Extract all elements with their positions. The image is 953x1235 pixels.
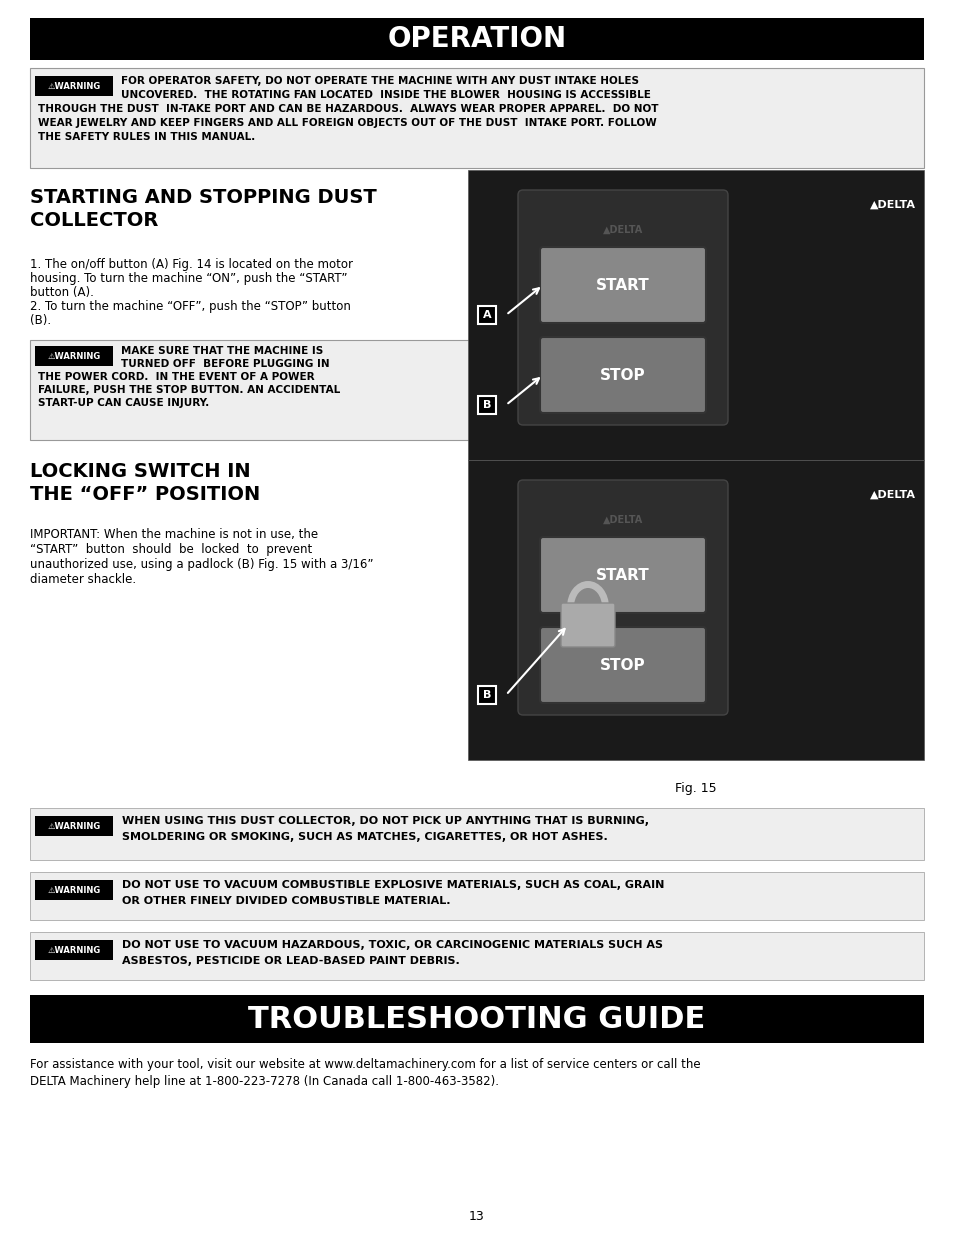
- Text: ⚠WARNING: ⚠WARNING: [48, 946, 100, 955]
- Text: DO NOT USE TO VACUUM HAZARDOUS, TOXIC, OR CARCINOGENIC MATERIALS SUCH AS: DO NOT USE TO VACUUM HAZARDOUS, TOXIC, O…: [122, 940, 662, 950]
- Text: START-UP CAN CAUSE INJURY.: START-UP CAN CAUSE INJURY.: [38, 398, 209, 408]
- Text: STOP: STOP: [599, 657, 645, 673]
- Bar: [35, 77, 112, 96]
- Text: housing. To turn the machine “ON”, push the “START”: housing. To turn the machine “ON”, push …: [30, 272, 347, 285]
- Text: START: START: [596, 278, 649, 293]
- FancyBboxPatch shape: [517, 480, 727, 715]
- Bar: [477, 396, 496, 414]
- Text: SMOLDERING OR SMOKING, SUCH AS MATCHES, CIGARETTES, OR HOT ASHES.: SMOLDERING OR SMOKING, SUCH AS MATCHES, …: [122, 832, 607, 842]
- Text: OR OTHER FINELY DIVIDED COMBUSTIBLE MATERIAL.: OR OTHER FINELY DIVIDED COMBUSTIBLE MATE…: [122, 897, 450, 906]
- Text: B: B: [482, 400, 491, 410]
- FancyBboxPatch shape: [560, 603, 615, 647]
- Bar: [477, 306, 496, 324]
- Text: STOP: STOP: [599, 368, 645, 383]
- FancyBboxPatch shape: [539, 247, 705, 324]
- Bar: [30, 872, 923, 920]
- Text: WEAR JEWELRY AND KEEP FINGERS AND ALL FOREIGN OBJECTS OUT OF THE DUST  INTAKE PO: WEAR JEWELRY AND KEEP FINGERS AND ALL FO…: [38, 119, 656, 128]
- Text: UNCOVERED.  THE ROTATING FAN LOCATED  INSIDE THE BLOWER  HOUSING IS ACCESSIBLE: UNCOVERED. THE ROTATING FAN LOCATED INSI…: [121, 90, 650, 100]
- Text: (B).: (B).: [30, 314, 51, 327]
- Text: 1. The on/off button (A) Fig. 14 is located on the motor: 1. The on/off button (A) Fig. 14 is loca…: [30, 258, 353, 270]
- Text: ⚠WARNING: ⚠WARNING: [48, 352, 100, 361]
- Text: Fig. 14: Fig. 14: [675, 482, 716, 495]
- Text: Fig. 15: Fig. 15: [675, 782, 716, 795]
- Text: ▲DELTA: ▲DELTA: [869, 490, 915, 500]
- Text: unauthorized use, using a padlock (B) Fig. 15 with a 3/16”: unauthorized use, using a padlock (B) Fi…: [30, 558, 374, 571]
- Text: IMPORTANT: When the machine is not in use, the: IMPORTANT: When the machine is not in us…: [30, 529, 317, 541]
- Text: 2. To turn the machine “OFF”, push the “STOP” button: 2. To turn the machine “OFF”, push the “…: [30, 300, 351, 312]
- Text: A: A: [482, 310, 491, 320]
- FancyBboxPatch shape: [517, 190, 727, 425]
- Bar: [35, 881, 112, 900]
- Text: START: START: [596, 568, 649, 583]
- Text: ▲DELTA: ▲DELTA: [602, 225, 642, 235]
- Text: THE SAFETY RULES IN THIS MANUAL.: THE SAFETY RULES IN THIS MANUAL.: [38, 132, 255, 142]
- Text: LOCKING SWITCH IN
THE “OFF” POSITION: LOCKING SWITCH IN THE “OFF” POSITION: [30, 462, 260, 504]
- FancyBboxPatch shape: [539, 537, 705, 613]
- Text: WHEN USING THIS DUST COLLECTOR, DO NOT PICK UP ANYTHING THAT IS BURNING,: WHEN USING THIS DUST COLLECTOR, DO NOT P…: [122, 816, 648, 826]
- Text: STARTING AND STOPPING DUST
COLLECTOR: STARTING AND STOPPING DUST COLLECTOR: [30, 188, 376, 230]
- Text: diameter shackle.: diameter shackle.: [30, 573, 136, 585]
- Text: ▲DELTA: ▲DELTA: [869, 200, 915, 210]
- Text: MAKE SURE THAT THE MACHINE IS: MAKE SURE THAT THE MACHINE IS: [121, 346, 323, 356]
- Text: “START”  button  should  be  locked  to  prevent: “START” button should be locked to preve…: [30, 543, 312, 556]
- Text: ▲DELTA: ▲DELTA: [602, 515, 642, 525]
- Bar: [35, 346, 112, 366]
- Text: button (A).: button (A).: [30, 287, 93, 299]
- Bar: [30, 932, 923, 981]
- Text: ⚠WARNING: ⚠WARNING: [48, 82, 100, 90]
- Text: DELTA Machinery help line at 1-800-223-7278 (In Canada call 1-800-463-3582).: DELTA Machinery help line at 1-800-223-7…: [30, 1074, 498, 1088]
- Bar: [30, 340, 479, 440]
- Bar: [477, 685, 496, 704]
- Text: DO NOT USE TO VACUUM COMBUSTIBLE EXPLOSIVE MATERIALS, SUCH AS COAL, GRAIN: DO NOT USE TO VACUUM COMBUSTIBLE EXPLOSI…: [122, 881, 663, 890]
- Bar: [30, 808, 923, 860]
- Text: FOR OPERATOR SAFETY, DO NOT OPERATE THE MACHINE WITH ANY DUST INTAKE HOLES: FOR OPERATOR SAFETY, DO NOT OPERATE THE …: [121, 77, 639, 86]
- Text: FAILURE, PUSH THE STOP BUTTON. AN ACCIDENTAL: FAILURE, PUSH THE STOP BUTTON. AN ACCIDE…: [38, 385, 340, 395]
- Text: TURNED OFF  BEFORE PLUGGING IN: TURNED OFF BEFORE PLUGGING IN: [121, 359, 330, 369]
- Text: B: B: [482, 690, 491, 700]
- Bar: [35, 816, 112, 836]
- Text: ⚠WARNING: ⚠WARNING: [48, 885, 100, 894]
- Bar: [30, 68, 923, 168]
- FancyBboxPatch shape: [539, 337, 705, 412]
- Bar: [30, 995, 923, 1044]
- Text: For assistance with your tool, visit our website at www.deltamachinery.com for a: For assistance with your tool, visit our…: [30, 1058, 700, 1071]
- Bar: [30, 19, 923, 61]
- Text: 13: 13: [469, 1210, 484, 1223]
- Bar: [468, 170, 923, 459]
- Bar: [35, 940, 112, 960]
- Text: THE POWER CORD.  IN THE EVENT OF A POWER: THE POWER CORD. IN THE EVENT OF A POWER: [38, 372, 314, 382]
- Bar: [468, 459, 923, 760]
- Text: ⚠WARNING: ⚠WARNING: [48, 821, 100, 830]
- Text: THROUGH THE DUST  IN-TAKE PORT AND CAN BE HAZARDOUS.  ALWAYS WEAR PROPER APPAREL: THROUGH THE DUST IN-TAKE PORT AND CAN BE…: [38, 104, 658, 114]
- Text: ASBESTOS, PESTICIDE OR LEAD-BASED PAINT DEBRIS.: ASBESTOS, PESTICIDE OR LEAD-BASED PAINT …: [122, 956, 459, 966]
- FancyBboxPatch shape: [539, 627, 705, 703]
- Text: TROUBLESHOOTING GUIDE: TROUBLESHOOTING GUIDE: [248, 1004, 705, 1034]
- Text: OPERATION: OPERATION: [387, 25, 566, 53]
